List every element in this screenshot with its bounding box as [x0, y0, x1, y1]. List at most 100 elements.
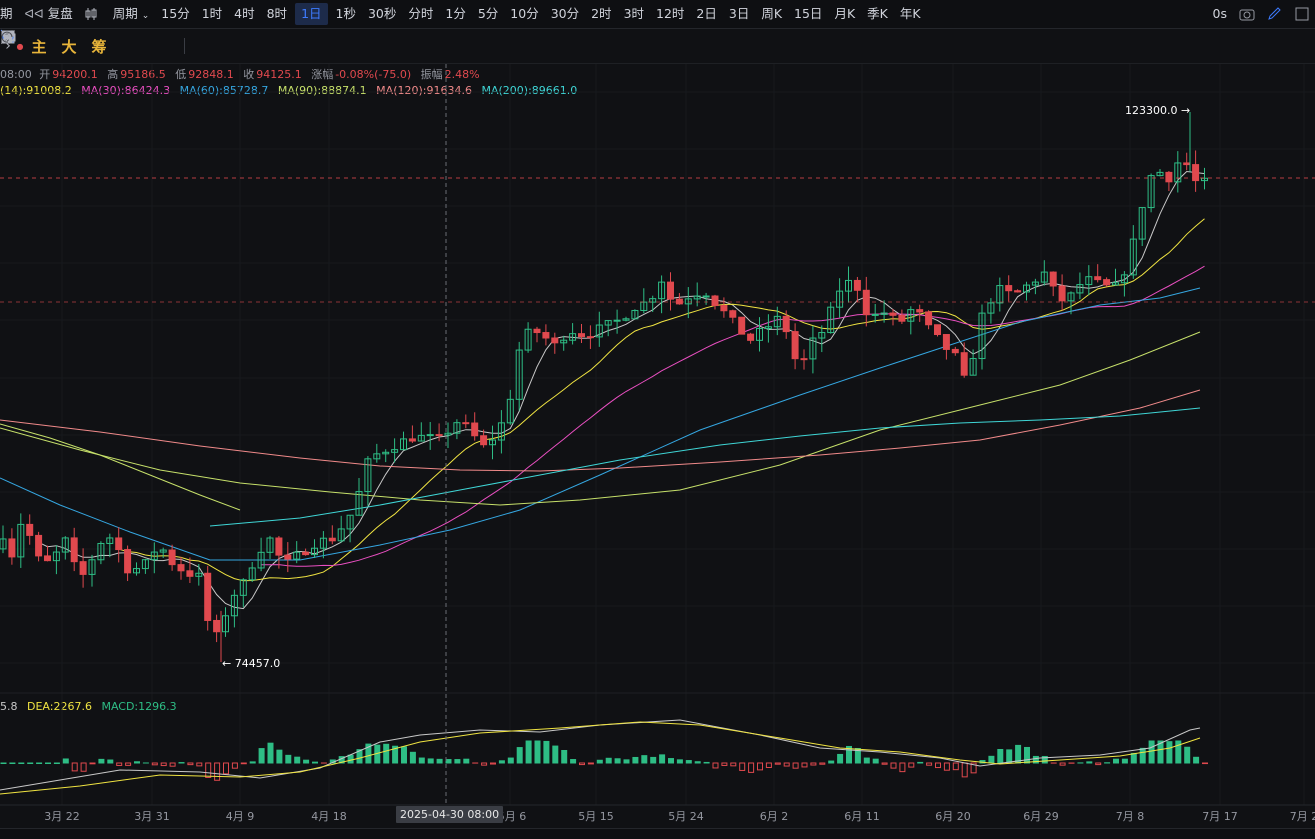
candle: [240, 578, 246, 607]
trash-icon[interactable]: [447, 31, 479, 61]
interval-4[interactable]: 1日: [295, 3, 327, 25]
macd-bar: [437, 759, 442, 763]
ruler-icon[interactable]: [223, 31, 255, 61]
interval-3[interactable]: 8时: [261, 0, 293, 28]
macd-bar: [1114, 759, 1119, 763]
interval-9[interactable]: 5分: [472, 0, 504, 28]
candle: [1059, 274, 1065, 310]
interval-17[interactable]: 周K: [755, 0, 788, 28]
candle: [516, 342, 522, 411]
macd-bar: [517, 748, 522, 763]
interval-8[interactable]: 1分: [439, 0, 471, 28]
candle: [1086, 265, 1092, 295]
chart-type-button[interactable]: [79, 0, 107, 28]
x-axis-label: 5月 15: [578, 808, 614, 824]
replay-button[interactable]: ᐊᐊ 复盘: [17, 0, 79, 28]
candle: [694, 282, 700, 306]
macd-bar: [1203, 763, 1208, 764]
compare-icon[interactable]: [146, 31, 178, 61]
candle: [392, 438, 398, 462]
candle: [721, 297, 727, 317]
ohlc-time: 08:00: [0, 68, 32, 81]
toolbar-cut-label[interactable]: 期: [0, 0, 17, 28]
candle: [374, 444, 380, 463]
candle: [543, 324, 549, 345]
macd-bar: [553, 746, 558, 763]
filter-icon[interactable]: [415, 31, 447, 61]
macd-bar: [900, 763, 905, 772]
interval-10[interactable]: 10分: [504, 0, 544, 28]
macd-dif-line: [0, 720, 1200, 790]
interval-1[interactable]: 1时: [196, 0, 228, 28]
ma-line: [0, 390, 1200, 471]
macd-bar: [46, 763, 51, 764]
macd-bar: [28, 763, 33, 764]
indicator-icon[interactable]: [114, 31, 146, 61]
ma-line: [0, 288, 1200, 560]
interval-21[interactable]: 年K: [894, 0, 927, 28]
candle: [765, 314, 771, 342]
candle: [997, 278, 1003, 312]
magnet-icon[interactable]: [383, 31, 415, 61]
candle: [561, 336, 567, 351]
candle: [18, 513, 24, 568]
interval-12[interactable]: 2时: [585, 0, 617, 28]
candle: [552, 333, 558, 354]
candle: [1113, 269, 1119, 286]
candle: [605, 320, 611, 336]
period-menu-label: 周期: [113, 6, 138, 21]
macd-bar: [953, 763, 958, 770]
candle: [258, 538, 264, 571]
macd-bar: [330, 760, 335, 763]
macd-bar: [366, 744, 371, 763]
brush-icon[interactable]: [255, 31, 287, 61]
candle: [276, 536, 282, 569]
macd-bar: [161, 763, 166, 766]
chip-button[interactable]: 筹: [84, 31, 114, 61]
macd-bar: [936, 763, 941, 768]
candle: [71, 528, 77, 571]
macd-bar: [286, 755, 291, 763]
position-icon[interactable]: [319, 31, 351, 61]
candle: [436, 423, 442, 441]
layout-icon[interactable]: [1289, 0, 1315, 28]
interval-16[interactable]: 3日: [723, 0, 755, 28]
interval-5[interactable]: 1秒: [330, 0, 362, 28]
interval-6[interactable]: 30秒: [362, 0, 402, 28]
big-order-button[interactable]: 大: [54, 31, 84, 61]
interval-13[interactable]: 3时: [618, 0, 650, 28]
pencil-icon[interactable]: [1261, 0, 1289, 28]
interval-14[interactable]: 12时: [650, 0, 690, 28]
redo-icon[interactable]: [511, 31, 543, 61]
dea-value: DEA:2267.6: [27, 700, 92, 713]
candle: [534, 327, 540, 342]
period-menu[interactable]: 周期 ⌄: [107, 0, 156, 28]
interval-20[interactable]: 季K: [861, 0, 894, 28]
candle: [214, 615, 220, 642]
interval-0[interactable]: 15分: [155, 0, 195, 28]
interval-15[interactable]: 2日: [690, 0, 722, 28]
interval-2[interactable]: 4时: [228, 0, 260, 28]
cursor-icon[interactable]: [191, 31, 223, 61]
candle: [908, 306, 914, 334]
macd-bar: [1185, 747, 1190, 763]
interval-19[interactable]: 月K: [828, 0, 861, 28]
candle: [142, 559, 148, 574]
macd-bar: [482, 763, 487, 765]
x-axis-label: 3月 31: [134, 808, 170, 824]
macd-bar: [526, 741, 531, 763]
main-indicator-button[interactable]: 主: [24, 31, 54, 61]
interval-7[interactable]: 分时: [402, 0, 439, 28]
pattern-icon[interactable]: [287, 31, 319, 61]
camera-icon[interactable]: [1233, 0, 1261, 28]
note-icon[interactable]: [351, 31, 383, 61]
macd-bar: [54, 763, 59, 764]
candle: [757, 317, 763, 351]
undo-icon[interactable]: [479, 31, 511, 61]
low-marker-value: 74457.0: [235, 657, 281, 670]
interval-18[interactable]: 15日: [788, 0, 828, 28]
interval-11[interactable]: 30分: [545, 0, 585, 28]
close-label: 收: [243, 68, 254, 81]
macd-bar: [313, 762, 318, 763]
